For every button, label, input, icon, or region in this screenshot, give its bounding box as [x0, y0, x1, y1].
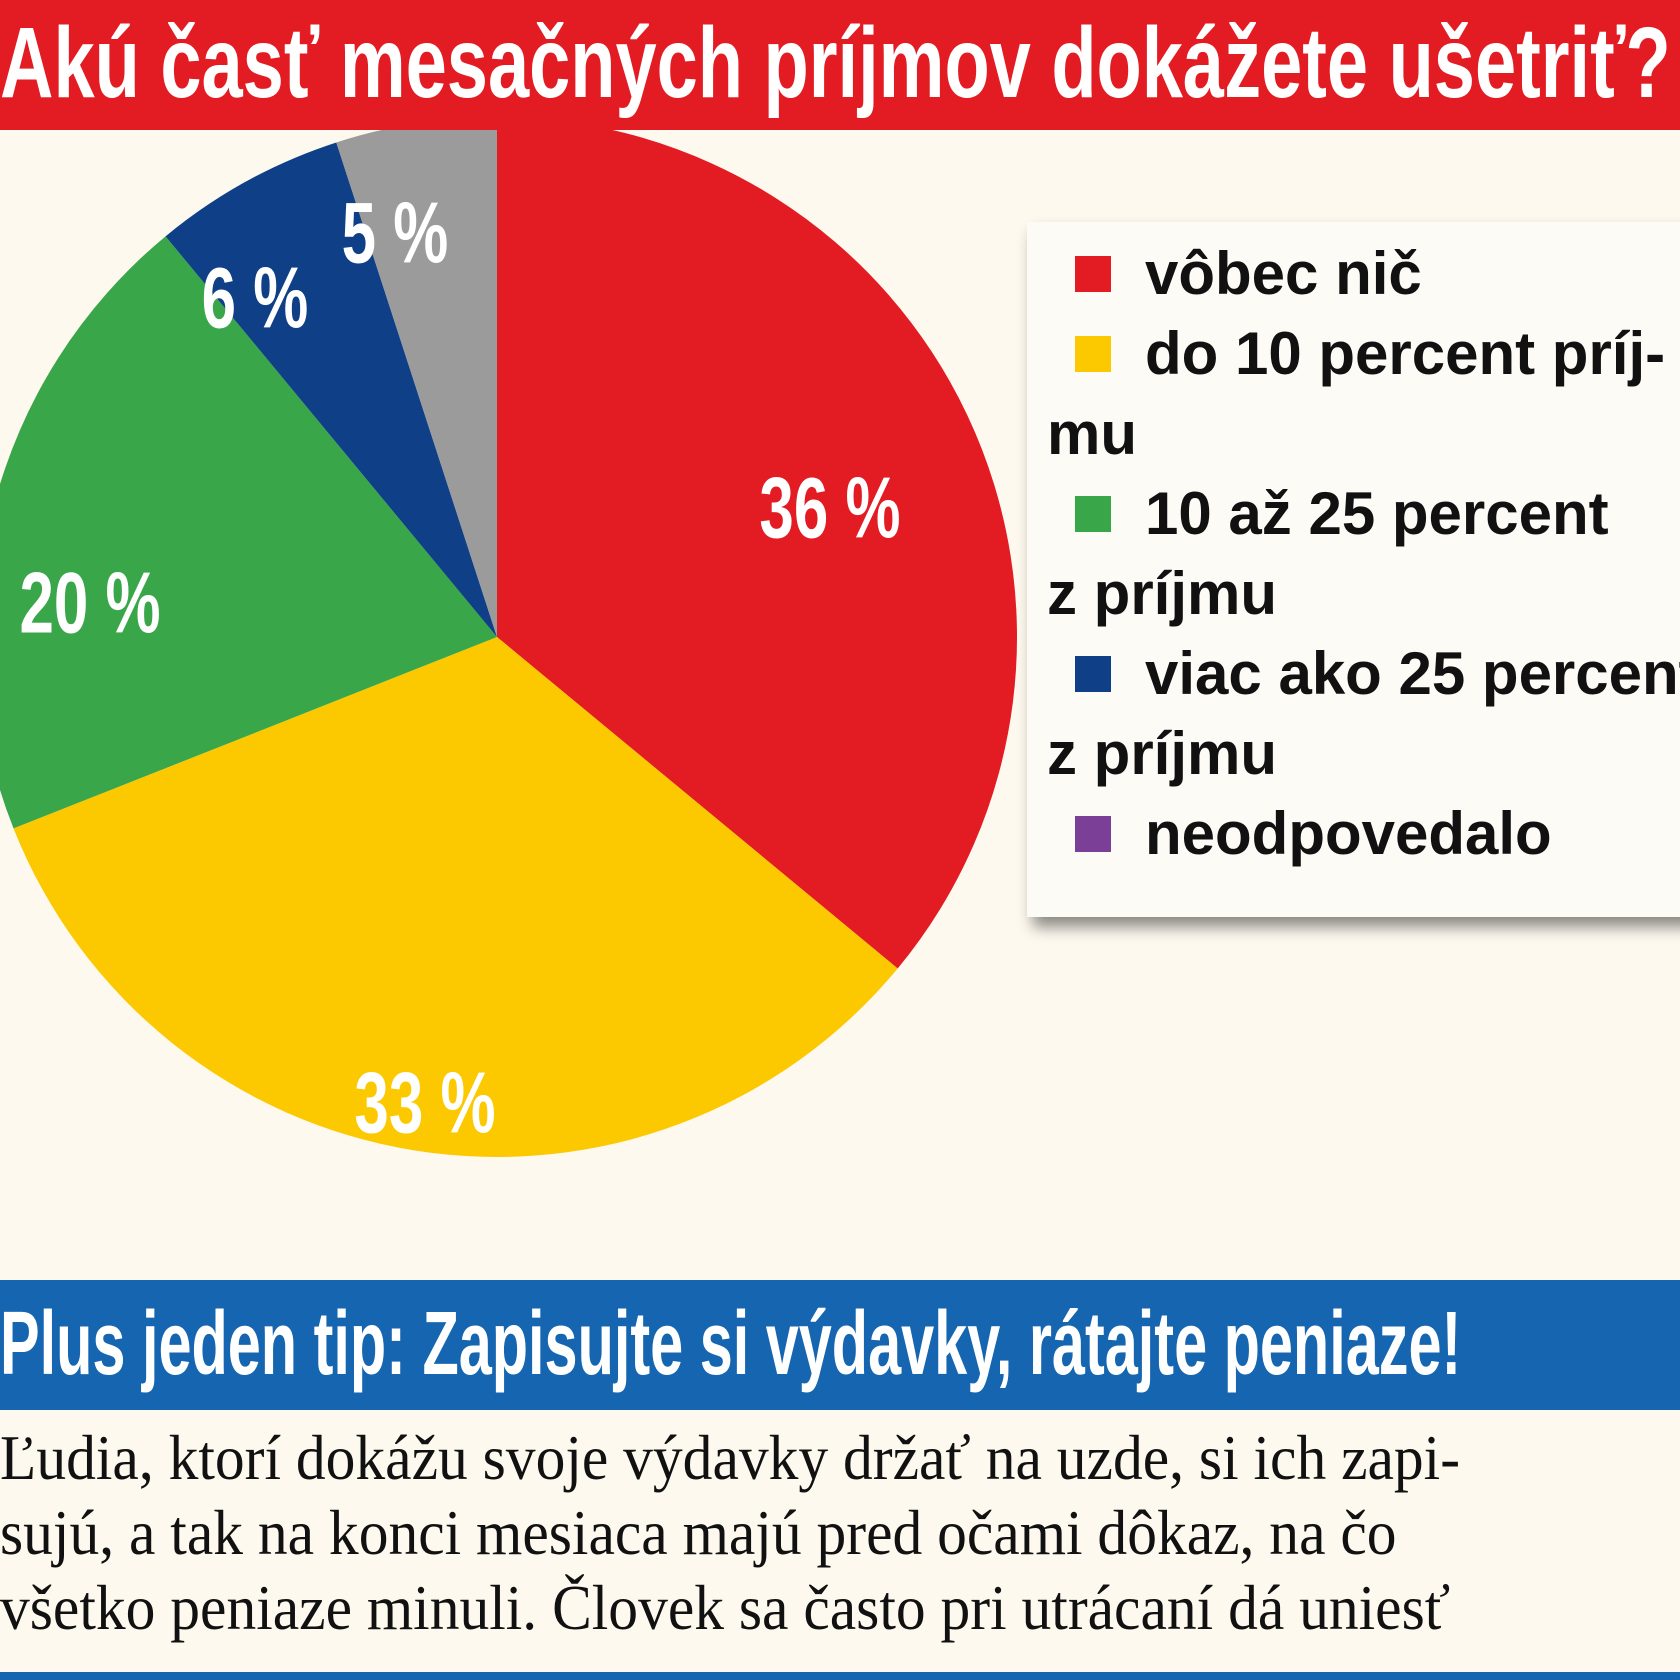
article-text: Ľudia, ktorí dokážu svoje výdavky držať …: [0, 1420, 1680, 1670]
pie-slice-1: [497, 130, 1017, 969]
legend-swatch-1: [1075, 256, 1111, 293]
legend-swatch-4: [1075, 656, 1111, 693]
legend-item-5-line-1: neodpovedalo: [1047, 794, 1552, 874]
legend-item-4-line-2: z príjmu: [1047, 714, 1277, 794]
legend-label: z príjmu: [1047, 560, 1278, 627]
legend-item-3-line-2: z príjmu: [1047, 554, 1277, 634]
legend-label: vôbec nič: [1145, 240, 1422, 307]
legend-item-1-line-1: vôbec nič: [1047, 234, 1422, 314]
pie-chart: 36 % 33 % 20 % 6 % 5 %: [0, 130, 1017, 1157]
legend-label: mu: [1047, 400, 1137, 467]
legend-label: 10 až 25 percent: [1145, 480, 1609, 547]
article-line-2: sujú, a tak na konci mesiaca majú pred o…: [0, 1497, 1397, 1568]
legend-item-3-line-1: 10 až 25 percent: [1047, 474, 1609, 554]
tip-bar: Plus jeden tip: Zapisujte si výdavky, rá…: [0, 1280, 1680, 1410]
article-line-1: Ľudia, ktorí dokážu svoje výdavky držať …: [0, 1422, 1461, 1493]
legend-item-2-line-2: mu: [1047, 394, 1137, 474]
slice-label-5: 5 %: [342, 185, 449, 281]
legend-swatch-5: [1075, 816, 1111, 853]
pie-slice-2: [13, 637, 898, 1157]
pie-labels: 36 % 33 % 20 % 6 % 5 %: [19, 185, 900, 1151]
legend-swatch-3: [1075, 496, 1111, 533]
pie-slice-3: [0, 236, 497, 829]
legend-label: neodpovedalo: [1145, 800, 1552, 867]
legend-swatch-2: [1075, 336, 1111, 373]
pie-slice-5: [336, 130, 497, 637]
legend-label: viac ako 25 percent: [1145, 640, 1680, 707]
legend-label: do 10 percent príj-: [1145, 320, 1666, 387]
bottom-rule: [0, 1672, 1680, 1680]
legend: vôbec nič do 10 percent príj-mu 10 až 25 p…: [1027, 222, 1680, 917]
legend-label: z príjmu: [1047, 720, 1278, 787]
slice-label-1: 36 %: [759, 460, 900, 556]
article-line-3: všetko peniaze minuli. Človek sa často p…: [0, 1572, 1451, 1643]
slice-label-2: 33 %: [354, 1055, 495, 1151]
slice-label-3: 20 %: [19, 555, 160, 651]
tip-title: Plus jeden tip: Zapisujte si výdavky, rá…: [0, 1294, 1462, 1394]
title-bar: Akú časť mesačných príjmov dokážete ušet…: [0, 0, 1680, 130]
slice-label-4: 6 %: [202, 250, 309, 346]
legend-item-4-line-1: viac ako 25 percent: [1047, 634, 1680, 714]
pie-slice-4: [165, 142, 497, 637]
legend-item-2-line-1: do 10 percent príj-: [1047, 314, 1665, 394]
chart-title: Akú časť mesačných príjmov dokážete ušet…: [0, 7, 1671, 119]
pie-slices: [0, 130, 1017, 1157]
